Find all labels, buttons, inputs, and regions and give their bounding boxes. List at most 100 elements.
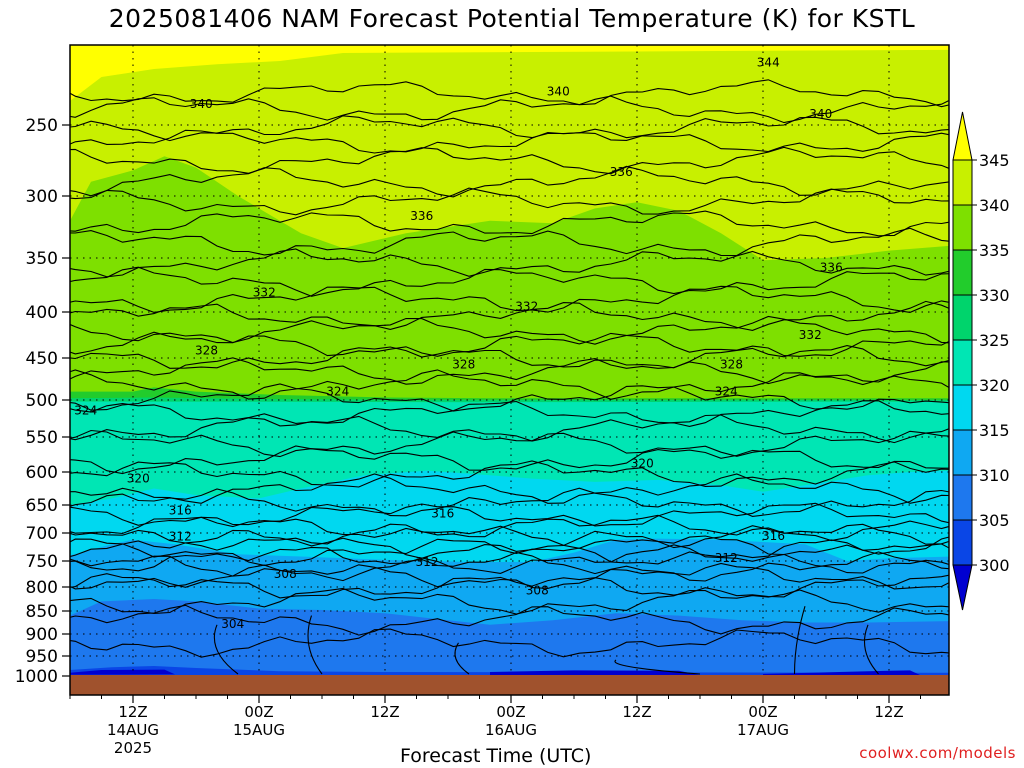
- contour-label: 312: [169, 529, 192, 543]
- contour-line: [70, 79, 949, 108]
- colorbar-label: 305: [979, 511, 1010, 530]
- xtick-label: 00Z: [496, 703, 525, 721]
- ytick-label: 900: [26, 625, 58, 645]
- band-above-345: [70, 45, 949, 101]
- ytick-label: 250: [26, 116, 58, 136]
- contour-line: [793, 606, 806, 675]
- contour-line: [70, 487, 949, 517]
- colorbar-label: 340: [979, 196, 1010, 215]
- ground-terrain: [70, 675, 949, 695]
- colorbar-segment: [952, 474, 973, 521]
- contour-label: 340: [809, 107, 832, 121]
- contour-label: 328: [720, 358, 743, 372]
- contour-label: 336: [410, 209, 433, 223]
- contour-label: 324: [715, 385, 738, 399]
- ytick-label: 450: [26, 349, 58, 369]
- contour-label: 320: [127, 472, 150, 486]
- ytick-label: 700: [26, 524, 58, 544]
- contour-label: 340: [190, 97, 213, 111]
- contour-line: [70, 551, 949, 582]
- contour-line: [70, 315, 949, 345]
- contour-lines: [70, 79, 949, 675]
- color-fill-bands: [70, 45, 949, 675]
- xtick-label: 2025: [114, 739, 152, 757]
- colorbar-label: 345: [979, 151, 1010, 170]
- colorbar-label: 315: [979, 421, 1010, 440]
- xtick-label: 16AUG: [485, 721, 537, 739]
- contour-line: [70, 227, 949, 257]
- colorbar-bottom-arrow: [952, 564, 973, 611]
- colorbar-segment: [952, 249, 973, 296]
- colorbar-segment: [952, 204, 973, 251]
- x-axis-label: Forecast Time (UTC): [400, 745, 592, 767]
- ytick-label: 950: [26, 647, 58, 667]
- contour-label: 336: [610, 165, 633, 179]
- ytick-label: 300: [26, 187, 58, 207]
- colorbar-label: 330: [979, 286, 1010, 305]
- xtick-label: 15AUG: [233, 721, 285, 739]
- pressure-axis: 250 300 350 400 450 500 550 600 650 700 750 800 850 9…: [15, 116, 70, 687]
- contour-label: 312: [416, 555, 439, 569]
- colorbar-label: 300: [979, 556, 1010, 575]
- ytick-label: 750: [26, 552, 58, 572]
- contour-line: [70, 95, 949, 124]
- contour-label: 320: [631, 457, 654, 471]
- contour-label: 344: [757, 56, 780, 70]
- colorbar-label: 335: [979, 241, 1010, 260]
- pressure-gridlines: [70, 45, 949, 675]
- contour-label: 328: [452, 358, 475, 372]
- colorbar-segment: [952, 294, 973, 341]
- ytick-label: 650: [26, 496, 58, 516]
- xtick-label: 12Z: [874, 703, 903, 721]
- xtick-label: 17AUG: [737, 721, 789, 739]
- contour-line: [70, 369, 949, 400]
- contour-label: 328: [195, 344, 218, 358]
- contour-line: [70, 345, 949, 369]
- colorbar-segment: [952, 519, 973, 566]
- contour-line: [70, 285, 949, 313]
- xtick-label: 12Z: [370, 703, 399, 721]
- colorbar-segment: [952, 429, 973, 476]
- contour-line: [70, 473, 949, 504]
- colorbar-top-arrow: [952, 111, 973, 161]
- colorbar-segment: [952, 159, 973, 206]
- contour-line: [70, 538, 949, 566]
- contour-line: [454, 642, 470, 675]
- contour-line: [70, 429, 949, 458]
- contour-label: 324: [74, 403, 97, 417]
- colorbar-segment: [952, 339, 973, 386]
- contour-line: [70, 129, 949, 154]
- site-credit: coolwx.com/models: [859, 744, 1016, 762]
- contour-line: [70, 445, 949, 475]
- colorbar: 300 305 310 315 320 325 330 335 340 345: [952, 111, 1010, 611]
- contour-line: [70, 300, 949, 331]
- contour-line: [70, 529, 949, 559]
- xtick-label: 12Z: [622, 703, 651, 721]
- colorbar-label: 320: [979, 376, 1010, 395]
- contour-line: [70, 502, 949, 527]
- ytick-label: 350: [26, 249, 58, 269]
- xtick-label: 00Z: [748, 703, 777, 721]
- contour-line: [70, 573, 949, 599]
- contour-line: [614, 659, 701, 675]
- contour-line: [70, 523, 949, 551]
- contour-label: 324: [326, 385, 349, 399]
- chart-title: 2025081406 NAM Forecast Potential Temper…: [108, 4, 916, 33]
- band-340-345: [70, 45, 949, 261]
- contour-label: 308: [526, 583, 549, 597]
- colorbar-segment: [952, 384, 973, 431]
- contour-line: [213, 624, 239, 675]
- ytick-label: 850: [26, 602, 58, 622]
- contour-line: [70, 460, 949, 488]
- contour-label: 332: [799, 328, 822, 342]
- contour-line: [70, 604, 949, 636]
- ytick-label: 400: [26, 303, 58, 323]
- contour-line: [70, 414, 949, 444]
- contour-line: [864, 624, 879, 675]
- contour-label: 332: [515, 300, 538, 314]
- contour-label: 340: [547, 84, 570, 98]
- contour-line: [70, 331, 949, 357]
- contour-label: 332: [253, 286, 276, 300]
- colorbar-label: 325: [979, 331, 1010, 350]
